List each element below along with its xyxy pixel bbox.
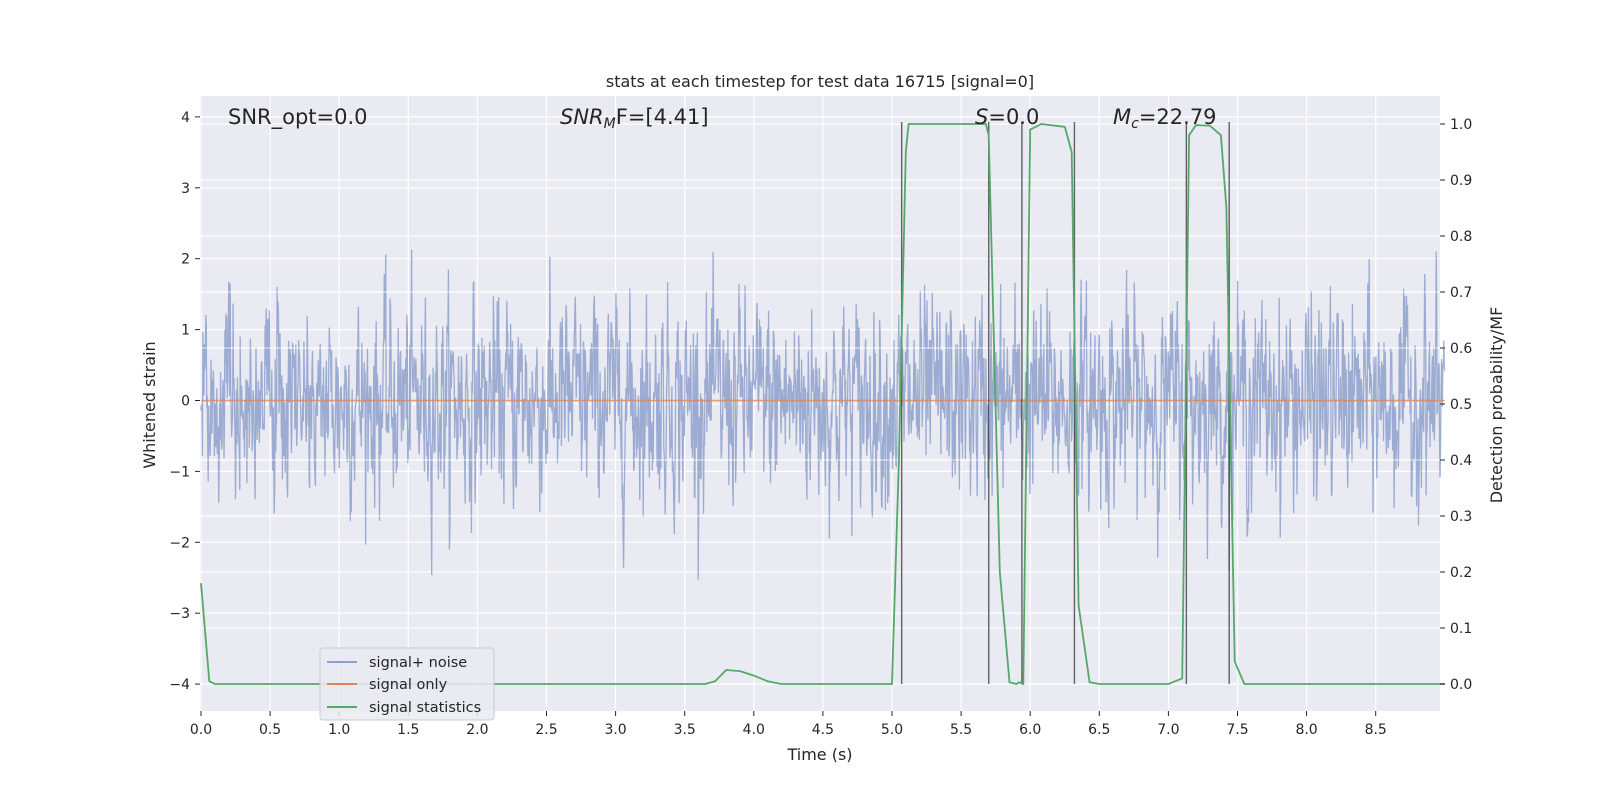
y-left-tick-label: 0 xyxy=(181,394,190,410)
annotation-mc-sub: c xyxy=(1131,116,1139,132)
x-tick-label: 3.5 xyxy=(674,722,696,738)
annotation-s-rest: =0.0 xyxy=(988,105,1039,129)
chart-title: stats at each timestep for test data 167… xyxy=(606,72,1034,91)
y-left-tick-label: −3 xyxy=(169,606,190,622)
y-right-tick-label: 0.1 xyxy=(1450,621,1472,637)
annotation-mc-main: M xyxy=(1113,105,1131,129)
y-left-tick-label: −4 xyxy=(169,677,190,693)
annotation-snr-mf: SNRMF=[4.41] xyxy=(560,105,709,132)
x-tick-label: 6.0 xyxy=(1019,722,1041,738)
signal-statistics-line xyxy=(200,123,1445,686)
x-axis-ticks: 0.0 0.5 1.0 1.5 2.0 2.5 3.0 3.5 4.0 4.5 5.0 5.5 6.0 6… xyxy=(190,711,1387,738)
x-tick-label: 8.5 xyxy=(1365,722,1387,738)
y-right-tick-label: 0.2 xyxy=(1450,565,1472,581)
signal-noise-line xyxy=(200,249,1446,580)
y-left-tick-label: 3 xyxy=(181,181,190,197)
y-left-tick-label: 2 xyxy=(181,252,190,268)
x-tick-label: 2.5 xyxy=(535,722,557,738)
y-right-tick-label: 0.9 xyxy=(1450,173,1472,189)
annotation-s-main: S xyxy=(975,105,988,129)
series-signal-noise xyxy=(200,249,1446,580)
y-left-tick-label: 1 xyxy=(181,323,190,339)
y-axis-right-title: Detection probability/MF xyxy=(1487,307,1506,504)
x-tick-label: 5.0 xyxy=(881,722,903,738)
annotation-mc: Mc=22.79 xyxy=(1113,105,1217,132)
y-axis-left-ticks: 4 3 2 1 0 −1 −2 −3 −4 xyxy=(169,110,200,693)
legend: signal+ noise signal only signal statist… xyxy=(319,647,495,721)
y-right-tick-label: 0.7 xyxy=(1450,285,1472,301)
annotation-mc-rest: =22.79 xyxy=(1139,105,1217,129)
y-right-tick-label: 0.4 xyxy=(1450,453,1472,469)
series-signal-statistics xyxy=(200,123,1445,686)
x-tick-label: 0.5 xyxy=(259,722,281,738)
x-tick-label: 1.0 xyxy=(328,722,350,738)
x-tick-label: 4.5 xyxy=(812,722,834,738)
annotation-snr-mf-main: SNR xyxy=(560,105,604,129)
x-tick-label: 2.0 xyxy=(466,722,488,738)
x-tick-label: 3.0 xyxy=(604,722,626,738)
x-tick-label: 7.0 xyxy=(1157,722,1179,738)
x-tick-label: 6.5 xyxy=(1088,722,1110,738)
x-tick-label: 4.0 xyxy=(743,722,765,738)
y-right-tick-label: 0.3 xyxy=(1450,509,1472,525)
y-right-tick-label: 1.0 xyxy=(1450,117,1472,133)
y-right-tick-label: 0.8 xyxy=(1450,229,1472,245)
x-axis-title: Time (s) xyxy=(786,745,852,764)
x-tick-label: 0.0 xyxy=(190,722,212,738)
y-left-tick-label: −2 xyxy=(169,535,190,551)
y-right-tick-label: 0.6 xyxy=(1450,341,1472,357)
legend-box xyxy=(319,647,495,721)
x-tick-label: 1.5 xyxy=(397,722,419,738)
legend-label-signal-only: signal only xyxy=(369,677,448,693)
y-axis-right-ticks: 1.0 0.9 0.8 0.7 0.6 0.5 0.4 0.3 0.2 0.1 0.0 xyxy=(1440,117,1472,693)
x-tick-label: 5.5 xyxy=(950,722,972,738)
annotation-snr-mf-rest: F=[4.41] xyxy=(616,105,709,129)
y-right-tick-label: 0.0 xyxy=(1450,677,1472,693)
x-tick-label: 7.5 xyxy=(1226,722,1248,738)
annotation-snr-mf-sub: M xyxy=(604,116,616,132)
annotation-snr-opt: SNR_opt=0.0 xyxy=(228,105,368,130)
y-axis-left-title: Whitened strain xyxy=(140,341,159,468)
y-right-tick-label: 0.5 xyxy=(1450,397,1472,413)
y-left-tick-label: −1 xyxy=(169,464,190,480)
x-tick-label: 8.0 xyxy=(1295,722,1317,738)
annotation-s: S=0.0 xyxy=(975,105,1039,129)
legend-label-signal-noise: signal+ noise xyxy=(369,655,467,671)
legend-label-signal-statistics: signal statistics xyxy=(369,700,481,716)
y-left-tick-label: 4 xyxy=(181,110,190,126)
